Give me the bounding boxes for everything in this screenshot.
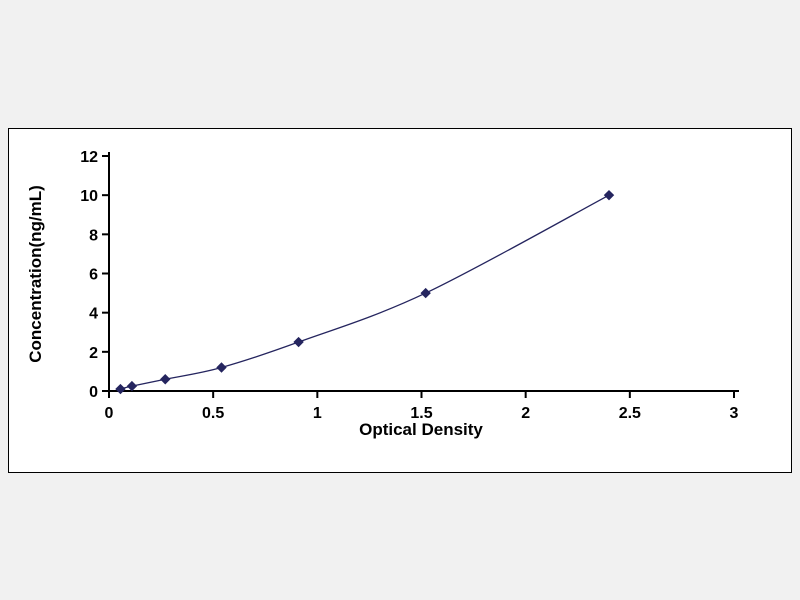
y-tick-label: 8 (89, 227, 98, 244)
x-tick-label: 3 (730, 405, 739, 422)
y-tick-label: 6 (89, 267, 98, 284)
data-point-marker (115, 383, 126, 395)
series-line (120, 194, 610, 390)
y-tick-label: 2 (89, 345, 98, 362)
x-tick-label: 0.5 (202, 405, 224, 422)
data-point-marker (420, 287, 431, 299)
data-point-marker (126, 380, 138, 392)
y-tick-label: 12 (80, 149, 98, 166)
data-point-markers (115, 189, 615, 395)
plot-area: 0 0.5 1 1.5 2 2.5 3 0 2 4 6 8 10 12 (80, 149, 739, 422)
chart-panel: 0 0.5 1 1.5 2 2.5 3 0 2 4 6 8 10 12 Concentration(ng/… (8, 128, 792, 473)
x-tick-label: 1 (313, 405, 322, 422)
data-series (120, 194, 610, 390)
x-axis: 0 0.5 1 1.5 2 2.5 3 (105, 390, 739, 422)
x-tick-label: 2.5 (619, 405, 641, 422)
data-point-marker (216, 362, 227, 373)
y-tick-label: 0 (89, 384, 98, 401)
data-point-marker (293, 336, 304, 348)
data-point-marker (603, 189, 615, 201)
y-axis: 0 2 4 6 8 10 12 (80, 149, 110, 401)
x-tick-label: 0 (105, 405, 114, 422)
data-point-marker (160, 374, 171, 385)
x-axis-label: Optical Density (359, 420, 483, 439)
y-tick-label: 4 (89, 306, 98, 323)
y-axis-label: Concentration(ng/mL) (26, 185, 45, 363)
standard-curve-chart: 0 0.5 1 1.5 2 2.5 3 0 2 4 6 8 10 12 Concentration(ng/… (26, 149, 739, 439)
y-tick-label: 10 (80, 188, 98, 205)
x-tick-label: 1.5 (410, 405, 432, 422)
x-tick-label: 2 (521, 405, 530, 422)
